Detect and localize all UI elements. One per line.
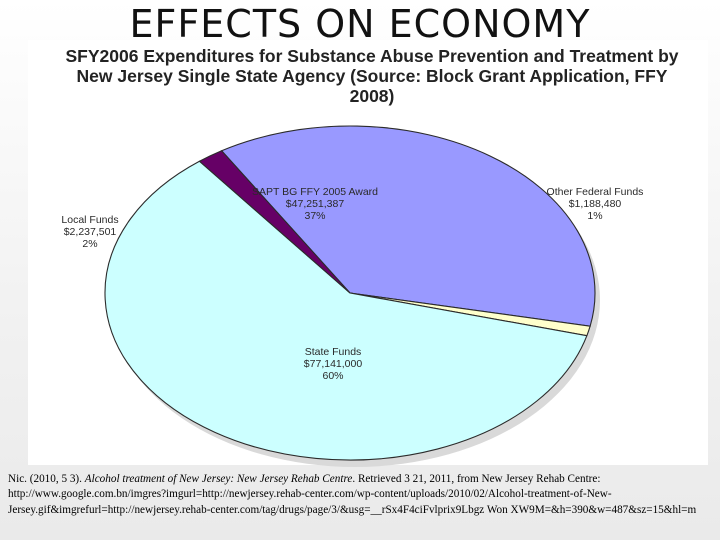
citation-title: Alcohol treatment of New Jersey: New Jer…	[84, 473, 353, 485]
citation-prefix: Nic. (2010, 5 3).	[8, 473, 85, 485]
slice-label-state-funds: State Funds $77,141,000 60%	[304, 346, 363, 382]
chart-title-line: New Jersey Single State Agency (Source: …	[76, 66, 668, 86]
pie-slice-sapt-bg	[220, 125, 596, 327]
chart-title: SFY2006 Expenditures for Substance Abuse…	[34, 46, 710, 106]
slide-title: EFFECTS ON ECONOMY	[129, 2, 591, 46]
pie-slice-local-funds	[198, 150, 351, 294]
citation-suffix: . Retrieved 3 21, 2011, from New Jersey …	[8, 473, 697, 516]
slice-label-other-federal: Other Federal Funds $1,188,480 1%	[547, 186, 644, 222]
chart-title-line: 2008)	[349, 86, 395, 106]
pie-slice-state-funds	[104, 160, 588, 461]
slice-label-local-funds: Local Funds $2,237,501 2%	[61, 214, 118, 250]
chart-title-line: SFY2006 Expenditures for Substance Abuse…	[65, 46, 679, 66]
slice-label-sapt-bg: SAPT BG FFY 2005 Award $47,251,387 37%	[252, 186, 378, 222]
citation: Nic. (2010, 5 3). Alcohol treatment of N…	[8, 472, 714, 518]
